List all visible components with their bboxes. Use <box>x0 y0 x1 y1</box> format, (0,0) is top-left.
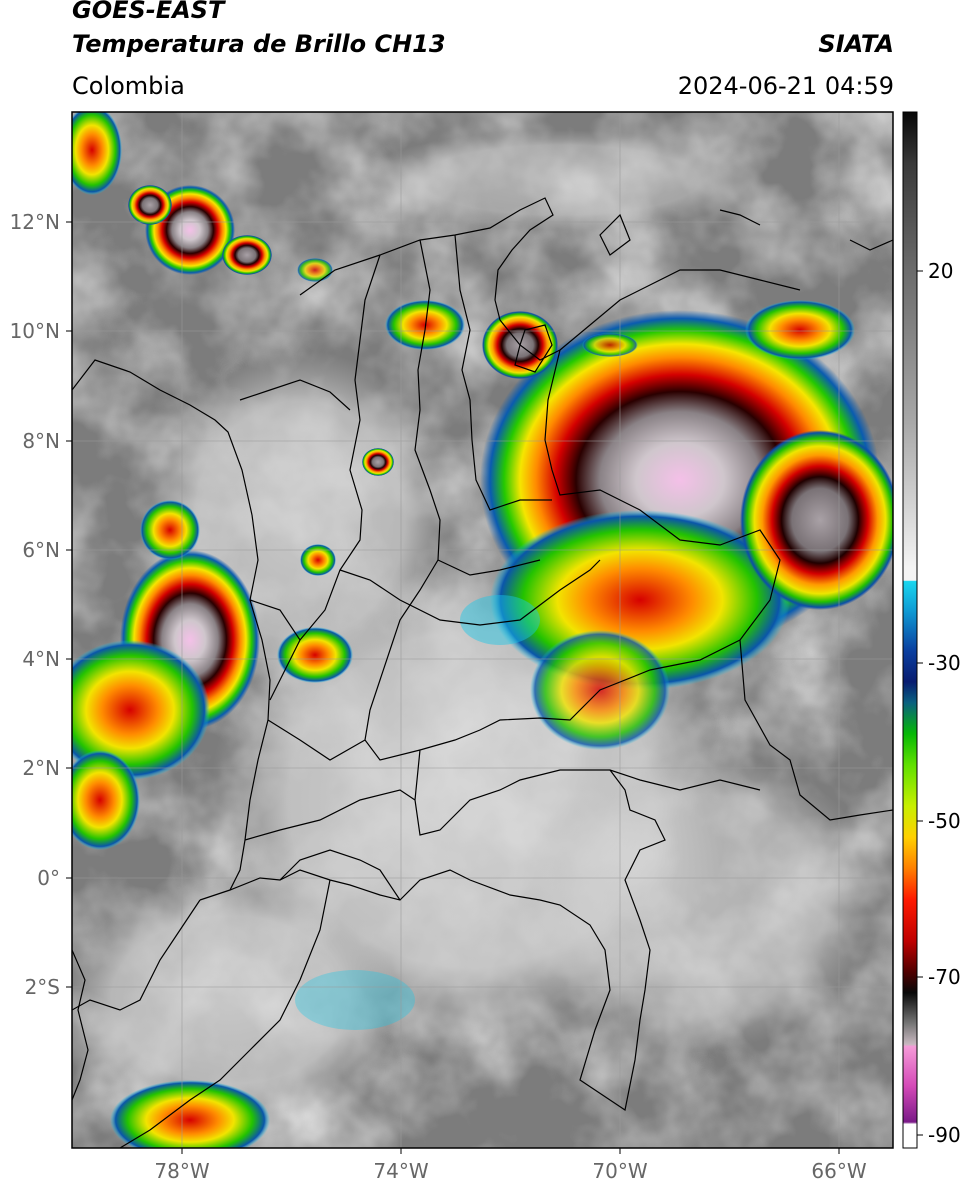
colorbar-tick-minus30: -30 <box>928 651 961 675</box>
datetime-label: 2024-06-21 04:59 <box>677 72 894 100</box>
colorbar-tick-minus90: -90 <box>928 1123 961 1147</box>
satellite-title: GOES-EAST <box>72 0 225 24</box>
lat-label-12n: 12°N <box>10 210 60 234</box>
colorbar-tick-minus50: -50 <box>928 809 961 833</box>
lon-label-66w: 66°W <box>811 1159 866 1183</box>
lat-label-4n: 4°N <box>22 647 60 671</box>
colorbar <box>902 111 918 1149</box>
region-label: Colombia <box>72 72 185 100</box>
lon-label-74w: 74°W <box>373 1159 428 1183</box>
product-title: Temperatura de Brillo CH13 <box>72 30 446 58</box>
satellite-imagery <box>72 112 893 1148</box>
lon-label-70w: 70°W <box>592 1159 647 1183</box>
borders <box>72 197 893 1148</box>
lat-label-10n: 10°N <box>10 319 60 343</box>
colorbar-tick-minus70: -70 <box>928 965 961 989</box>
lat-label-6n: 6°N <box>22 538 60 562</box>
graticule <box>72 112 893 1148</box>
agency-label: SIATA <box>818 30 894 58</box>
colorbar-tick-20: 20 <box>928 259 953 283</box>
lon-label-78w: 78°W <box>154 1159 209 1183</box>
lat-label-2s: 2°S <box>25 975 60 999</box>
lat-label-0: 0° <box>37 866 60 890</box>
map-frame <box>71 111 894 1149</box>
lat-label-2n: 2°N <box>22 756 60 780</box>
lat-label-8n: 8°N <box>22 429 60 453</box>
